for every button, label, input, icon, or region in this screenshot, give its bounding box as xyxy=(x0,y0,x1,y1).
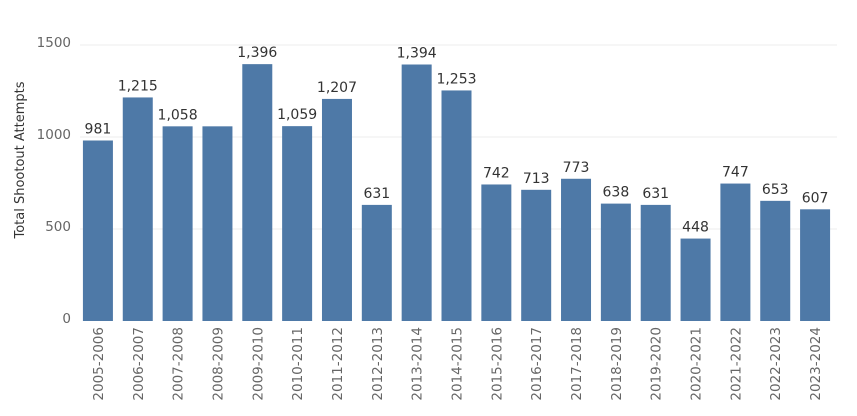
bar-2005-2006[interactable] xyxy=(82,140,113,321)
x-tick-label-2019-2020: 2019-2020 xyxy=(649,327,665,401)
y-tick-label: 1000 xyxy=(37,127,71,143)
x-tick-label-2020-2021: 2020-2021 xyxy=(689,327,705,401)
data-label-2015-2016: 742 xyxy=(483,165,510,181)
x-tick-label-2005-2006: 2005-2006 xyxy=(91,327,107,401)
bar-2020-2021[interactable] xyxy=(680,238,711,321)
x-tick-label-2013-2014: 2013-2014 xyxy=(410,327,426,401)
bar-2021-2022[interactable] xyxy=(720,183,751,321)
x-tick-label-2021-2022: 2021-2022 xyxy=(728,327,744,401)
data-label-2016-2017: 713 xyxy=(523,171,550,187)
x-tick-label-2007-2008: 2007-2008 xyxy=(171,327,187,401)
x-tick-label-2018-2019: 2018-2019 xyxy=(609,327,625,401)
x-tick-label-2014-2015: 2014-2015 xyxy=(450,327,466,401)
data-label-2019-2020: 631 xyxy=(642,186,669,202)
data-label-2022-2023: 653 xyxy=(762,182,789,198)
bar-2017-2018[interactable] xyxy=(561,178,592,321)
x-tick-label-2011-2012: 2011-2012 xyxy=(330,327,346,401)
bar-2018-2019[interactable] xyxy=(600,203,631,321)
y-tick-label: 1500 xyxy=(37,35,71,51)
x-tick-label-2015-2016: 2015-2016 xyxy=(489,327,505,401)
x-tick-label-2010-2011: 2010-2011 xyxy=(290,327,306,401)
data-label-2014-2015: 1,253 xyxy=(436,71,476,87)
y-axis-ticks: 0 500 1000 1500 xyxy=(37,35,71,327)
bar-2006-2007[interactable] xyxy=(122,97,153,321)
bar-2023-2024[interactable] xyxy=(800,209,831,321)
data-label-2021-2022: 747 xyxy=(722,165,749,181)
x-tick-label-2017-2018: 2017-2018 xyxy=(569,327,585,401)
bar-2016-2017[interactable] xyxy=(521,189,552,321)
x-tick-label-2016-2017: 2016-2017 xyxy=(529,327,545,401)
y-axis-title: Total Shootout Attempts xyxy=(13,81,28,239)
x-tick-label-2009-2010: 2009-2010 xyxy=(250,327,266,401)
x-axis-ticks: 2005-2006 2006-2007 2007-2008 2008-2009 2009… xyxy=(91,327,824,401)
data-label-2006-2007: 1,215 xyxy=(118,78,158,94)
data-label-2011-2012: 1,207 xyxy=(317,80,357,96)
data-label-2012-2013: 631 xyxy=(363,186,390,202)
bars xyxy=(82,64,831,322)
y-tick-label: 500 xyxy=(45,219,71,235)
y-tick-label: 0 xyxy=(62,311,71,327)
x-tick-label-2008-2009: 2008-2009 xyxy=(210,327,226,401)
data-label-2018-2019: 638 xyxy=(603,185,630,201)
x-tick-label-2006-2007: 2006-2007 xyxy=(131,327,147,401)
data-label-2010-2011: 1,059 xyxy=(277,107,317,123)
data-label-2017-2018: 773 xyxy=(563,160,590,176)
bar-2012-2013[interactable] xyxy=(361,204,392,321)
bar-2007-2008[interactable] xyxy=(162,126,193,321)
data-label-2023-2024: 607 xyxy=(802,190,829,206)
data-label-2007-2008: 1,058 xyxy=(158,107,198,123)
bar-2019-2020[interactable] xyxy=(640,204,671,321)
bar-2014-2015[interactable] xyxy=(441,90,472,321)
x-tick-label-2012-2013: 2012-2013 xyxy=(370,327,386,401)
x-tick-label-2022-2023: 2022-2023 xyxy=(768,327,784,401)
bar-2008-2009[interactable] xyxy=(202,126,233,321)
bar-2011-2012[interactable] xyxy=(321,98,352,321)
bar-2009-2010[interactable] xyxy=(242,64,273,322)
data-label-2009-2010: 1,396 xyxy=(237,45,277,61)
bar-2013-2014[interactable] xyxy=(401,64,432,321)
data-label-2013-2014: 1,394 xyxy=(397,46,437,62)
data-label-2020-2021: 448 xyxy=(682,220,709,236)
x-tick-label-2023-2024: 2023-2024 xyxy=(808,327,824,401)
data-label-2005-2006: 981 xyxy=(85,121,112,137)
bar-2015-2016[interactable] xyxy=(481,184,512,321)
bar-2010-2011[interactable] xyxy=(282,126,313,321)
bar-2022-2023[interactable] xyxy=(760,200,791,321)
